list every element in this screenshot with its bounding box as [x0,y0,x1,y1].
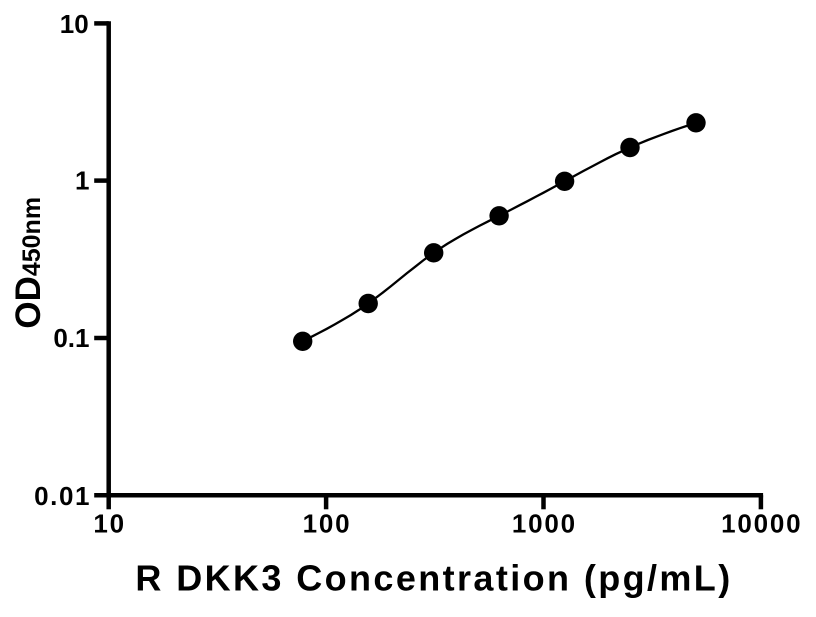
svg-text:0.01: 0.01 [34,481,91,511]
svg-text:1: 1 [75,166,89,196]
svg-text:10: 10 [93,508,126,538]
svg-text:10000: 10000 [721,508,802,538]
svg-text:0.1: 0.1 [53,323,89,353]
svg-text:R DKK3 Concentration (pg/mL): R DKK3 Concentration (pg/mL) [135,557,732,598]
svg-text:100: 100 [303,508,352,538]
svg-text:1000: 1000 [512,508,577,538]
svg-text:10: 10 [60,9,89,39]
